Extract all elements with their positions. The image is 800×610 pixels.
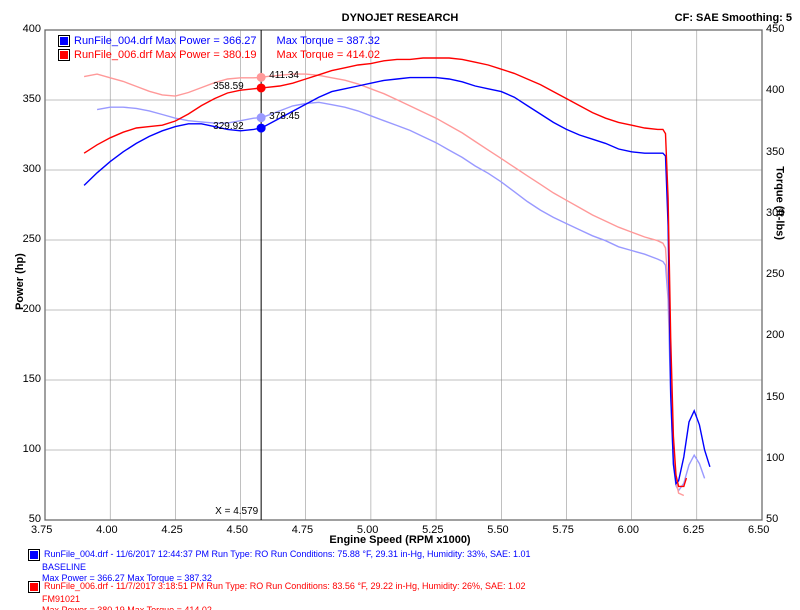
footer-004-line2: BASELINE	[42, 562, 531, 573]
x-tick-label: 5.00	[357, 524, 378, 536]
y-left-tick-label: 100	[23, 443, 41, 455]
legend-row-004: RunFile_004.drf Max Power = 366.27 Max T…	[58, 34, 380, 48]
x-tick-label: 5.25	[422, 524, 443, 536]
y-right-tick-label: 400	[766, 84, 784, 96]
footer-006-line3: Max Power = 380.19 Max Torque = 414.02	[42, 605, 526, 610]
footer-006-line1: RunFile_006.drf - 11/7/2017 3:18:51 PM R…	[44, 581, 526, 592]
cursor-x-label: X = 4.579	[215, 506, 258, 517]
y-left-tick-label: 350	[23, 93, 41, 105]
x-axis-label: Engine Speed (RPM x1000)	[0, 534, 800, 546]
footer-006-line2: FM91021	[42, 594, 526, 605]
cursor-point-label: 329.92	[213, 121, 244, 132]
y-left-tick-label: 300	[23, 163, 41, 175]
x-tick-label: 4.50	[227, 524, 248, 536]
y-right-tick-label: 150	[766, 391, 784, 403]
y-left-tick-label: 400	[23, 23, 41, 35]
legend-label-006b: Max Torque = 414.02	[277, 49, 380, 61]
y-left-tick-label: 250	[23, 233, 41, 245]
y-right-tick-label: 300	[766, 207, 784, 219]
y-left-tick-label: 200	[23, 303, 41, 315]
footer-swatch-004	[28, 549, 40, 561]
y-right-axis-label: Torque (ft-lbs)	[774, 166, 786, 240]
x-tick-label: 6.00	[618, 524, 639, 536]
legend-swatch-006	[58, 49, 70, 61]
cursor-point-label: 411.34	[269, 70, 299, 81]
footer-run-006: RunFile_006.drf - 11/7/2017 3:18:51 PM R…	[28, 580, 526, 610]
y-left-axis-label: Power (hp)	[14, 253, 26, 310]
y-right-tick-label: 200	[766, 329, 784, 341]
x-tick-label: 6.25	[683, 524, 704, 536]
legend-swatch-004	[58, 35, 70, 47]
y-left-tick-label: 150	[23, 373, 41, 385]
x-tick-label: 3.75	[31, 524, 52, 536]
y-right-tick-label: 450	[766, 23, 784, 35]
legend-row-006: RunFile_006.drf Max Power = 380.19 Max T…	[58, 48, 380, 62]
legend-label-006a: RunFile_006.drf Max Power = 380.19	[74, 49, 257, 61]
x-tick-label: 4.25	[161, 524, 182, 536]
x-tick-label: 5.75	[552, 524, 573, 536]
y-right-tick-label: 100	[766, 452, 784, 464]
y-right-tick-label: 350	[766, 146, 784, 158]
x-tick-label: 4.00	[96, 524, 117, 536]
legend-top: RunFile_004.drf Max Power = 366.27 Max T…	[58, 34, 380, 62]
y-right-tick-label: 250	[766, 268, 784, 280]
x-tick-label: 4.75	[292, 524, 313, 536]
cursor-point-label: 378.45	[269, 111, 300, 122]
x-tick-label: 5.50	[487, 524, 508, 536]
footer-swatch-006	[28, 581, 40, 593]
cursor-point-label: 358.59	[213, 81, 244, 92]
legend-label-004a: RunFile_004.drf Max Power = 366.27	[74, 35, 257, 47]
x-tick-label: 6.50	[748, 524, 769, 536]
dyno-chart	[0, 0, 800, 610]
y-right-tick-label: 50	[766, 513, 778, 525]
y-left-tick-label: 50	[29, 513, 41, 525]
footer-004-line1: RunFile_004.drf - 11/6/2017 12:44:37 PM …	[44, 549, 531, 560]
legend-label-004b: Max Torque = 387.32	[277, 35, 380, 47]
